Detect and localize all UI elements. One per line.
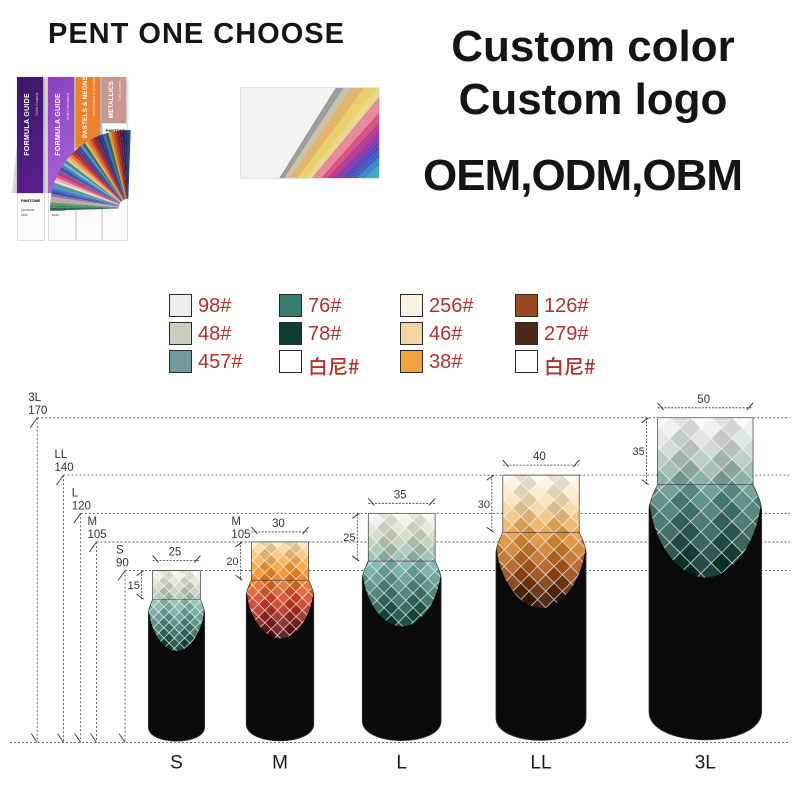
- svg-text:90: 90: [116, 558, 129, 570]
- svg-text:M: M: [231, 516, 241, 528]
- svg-text:L: L: [396, 753, 407, 774]
- svg-text:170: 170: [28, 405, 47, 417]
- svg-text:3L: 3L: [695, 753, 716, 774]
- svg-text:15: 15: [128, 580, 140, 592]
- svg-text:20: 20: [226, 556, 238, 568]
- svg-text:M: M: [88, 516, 98, 528]
- svg-text:S: S: [116, 545, 124, 557]
- svg-text:105: 105: [88, 529, 107, 541]
- svg-text:140: 140: [55, 462, 74, 474]
- svg-text:S: S: [170, 753, 183, 774]
- svg-text:3L: 3L: [28, 392, 41, 404]
- svg-text:30: 30: [478, 499, 490, 511]
- svg-text:LL: LL: [55, 449, 68, 461]
- svg-text:30: 30: [272, 518, 285, 530]
- svg-text:35: 35: [633, 446, 645, 458]
- svg-text:M: M: [272, 753, 288, 774]
- svg-text:25: 25: [169, 547, 182, 559]
- svg-text:105: 105: [231, 529, 250, 541]
- svg-text:50: 50: [697, 394, 710, 406]
- svg-text:120: 120: [72, 500, 91, 512]
- svg-text:LL: LL: [530, 753, 551, 774]
- svg-text:35: 35: [394, 489, 407, 501]
- svg-text:L: L: [72, 487, 79, 499]
- svg-text:25: 25: [343, 532, 355, 544]
- svg-text:40: 40: [533, 451, 546, 463]
